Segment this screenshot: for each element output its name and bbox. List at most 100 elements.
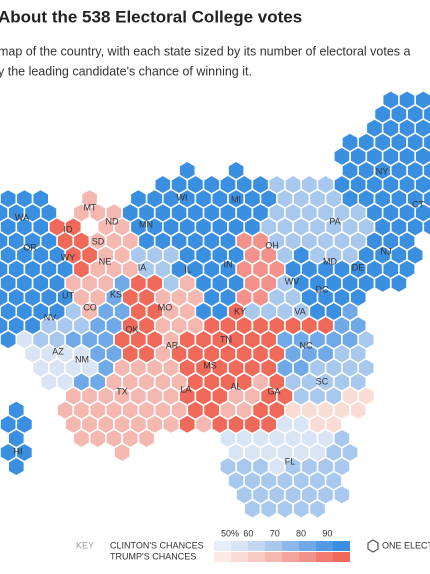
state-hex (0, 316, 8, 335)
state-hex (252, 260, 269, 279)
state-hex (203, 401, 220, 420)
state-hex (276, 443, 293, 462)
state-hex (65, 302, 82, 321)
key-title: KEY (76, 540, 94, 550)
state-hex (73, 401, 90, 420)
state-hex (252, 203, 269, 222)
state-hex (293, 386, 310, 406)
state-hex (24, 316, 41, 335)
state-hex (179, 415, 196, 434)
state-hex (252, 316, 269, 335)
state-hex (211, 302, 228, 321)
state-hex (333, 260, 350, 279)
state-hex (220, 203, 236, 222)
state-hex (32, 330, 49, 349)
title: About the 538 Electoral College votes (0, 7, 302, 26)
state-hex (399, 203, 416, 222)
state-hex (244, 217, 261, 237)
state-hex (268, 288, 285, 307)
state-hex (342, 443, 359, 462)
state-label: OK (125, 324, 138, 334)
state-hex (399, 147, 416, 166)
state-label: UT (62, 290, 74, 300)
state-hex (309, 302, 326, 321)
state-hex (187, 372, 204, 392)
state-label: DC (316, 284, 329, 294)
state-hex (342, 358, 359, 378)
state-hex (415, 147, 430, 166)
state-hex (89, 288, 106, 307)
state-hex (350, 260, 367, 279)
state-hex (81, 386, 98, 406)
state-label: NM (75, 354, 89, 364)
state-hex (32, 189, 49, 208)
state-hex (89, 429, 106, 448)
state-hex (65, 274, 82, 293)
state-hex (260, 217, 277, 237)
state-hex (163, 189, 179, 208)
state-label: OR (23, 242, 37, 252)
state-hex (309, 386, 326, 406)
state-hex (40, 231, 57, 251)
state-hex (24, 344, 41, 363)
state-hex (236, 260, 253, 279)
state-hex (163, 302, 179, 321)
state-hex (220, 372, 236, 392)
state-hex (293, 245, 310, 265)
state-hex (130, 415, 147, 434)
state-hex (171, 401, 187, 420)
state-hex (122, 260, 139, 279)
state-hex (114, 415, 130, 434)
state-hex (146, 358, 163, 378)
state-hex (236, 485, 253, 504)
state-hex (154, 203, 171, 222)
state-hex (179, 302, 196, 321)
state-hex (40, 344, 57, 363)
state-hex (138, 260, 155, 279)
state-hex (325, 358, 342, 378)
state-hex (138, 429, 155, 448)
state-label: AR (166, 340, 179, 350)
state-hex (268, 344, 285, 363)
key-swatch (316, 541, 333, 551)
hex-map (0, 90, 430, 519)
state-hex (49, 302, 65, 321)
state-hex (65, 358, 82, 378)
state-hex (423, 105, 430, 123)
state-hex (268, 260, 285, 279)
state-hex (73, 316, 90, 335)
state-hex (0, 302, 17, 321)
state-hex (163, 415, 179, 434)
state-hex (268, 485, 285, 504)
state-hex (358, 330, 375, 349)
state-hex (220, 175, 236, 194)
state-hex (195, 217, 212, 237)
state-hex (293, 302, 310, 321)
state-hex (220, 344, 236, 363)
key-swatch (214, 552, 231, 562)
state-label: NC (300, 340, 313, 350)
state-hex (236, 344, 253, 363)
state-hex (228, 358, 244, 378)
state-hex (49, 330, 65, 349)
state-label: GA (267, 386, 280, 396)
state-hex (390, 274, 407, 293)
state-hex (16, 245, 33, 265)
state-hex (309, 217, 326, 237)
state-hex (228, 217, 244, 237)
state-hex (382, 119, 399, 138)
state-hex (65, 330, 82, 349)
state-hex (268, 175, 285, 194)
state-hex (293, 358, 310, 378)
state-hex (276, 415, 293, 434)
state-hex (114, 245, 130, 265)
state-hex (179, 274, 196, 293)
state-hex (57, 401, 73, 420)
state-hex (244, 245, 261, 265)
state-hex (285, 372, 302, 392)
state-hex (350, 288, 367, 307)
state-hex (285, 429, 302, 448)
state-hex (81, 189, 98, 208)
state-hex (309, 358, 326, 378)
